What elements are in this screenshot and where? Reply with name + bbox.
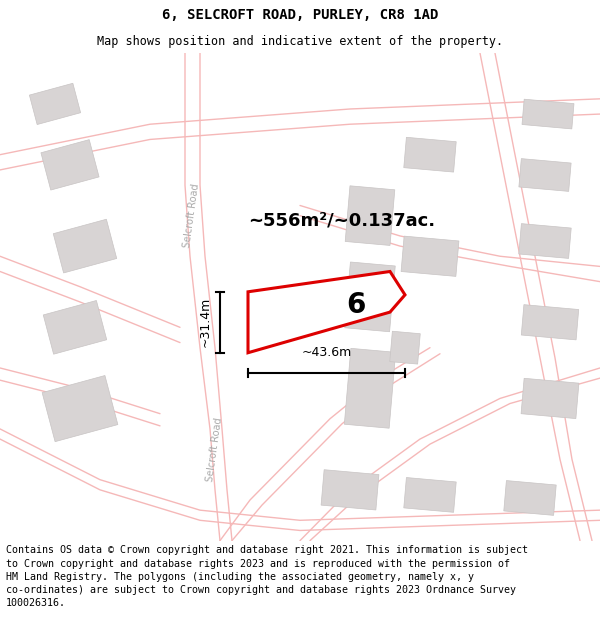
- Text: Contains OS data © Crown copyright and database right 2021. This information is : Contains OS data © Crown copyright and d…: [6, 545, 528, 608]
- Text: Map shows position and indicative extent of the property.: Map shows position and indicative extent…: [97, 35, 503, 48]
- Polygon shape: [43, 301, 107, 354]
- Polygon shape: [345, 186, 395, 246]
- Polygon shape: [404, 478, 456, 512]
- Polygon shape: [504, 481, 556, 516]
- Polygon shape: [42, 376, 118, 442]
- Polygon shape: [29, 83, 80, 124]
- Text: ~31.4m: ~31.4m: [199, 297, 212, 348]
- Text: ~556m²/~0.137ac.: ~556m²/~0.137ac.: [248, 212, 435, 230]
- Text: Selcroft Road: Selcroft Road: [206, 416, 224, 482]
- Polygon shape: [522, 99, 574, 129]
- Polygon shape: [521, 378, 579, 419]
- Polygon shape: [344, 348, 395, 428]
- Polygon shape: [345, 262, 395, 332]
- Polygon shape: [519, 159, 571, 191]
- Polygon shape: [390, 331, 420, 364]
- Text: 6, SELCROFT ROAD, PURLEY, CR8 1AD: 6, SELCROFT ROAD, PURLEY, CR8 1AD: [162, 8, 438, 22]
- Text: ~43.6m: ~43.6m: [301, 346, 352, 359]
- Polygon shape: [521, 304, 579, 340]
- Polygon shape: [53, 219, 117, 273]
- Text: Selcroft Road: Selcroft Road: [182, 183, 202, 248]
- Polygon shape: [401, 236, 459, 276]
- Polygon shape: [404, 138, 456, 172]
- Polygon shape: [41, 139, 99, 190]
- Polygon shape: [321, 470, 379, 510]
- Text: 6: 6: [347, 291, 366, 319]
- Polygon shape: [248, 271, 405, 352]
- Polygon shape: [519, 224, 571, 258]
